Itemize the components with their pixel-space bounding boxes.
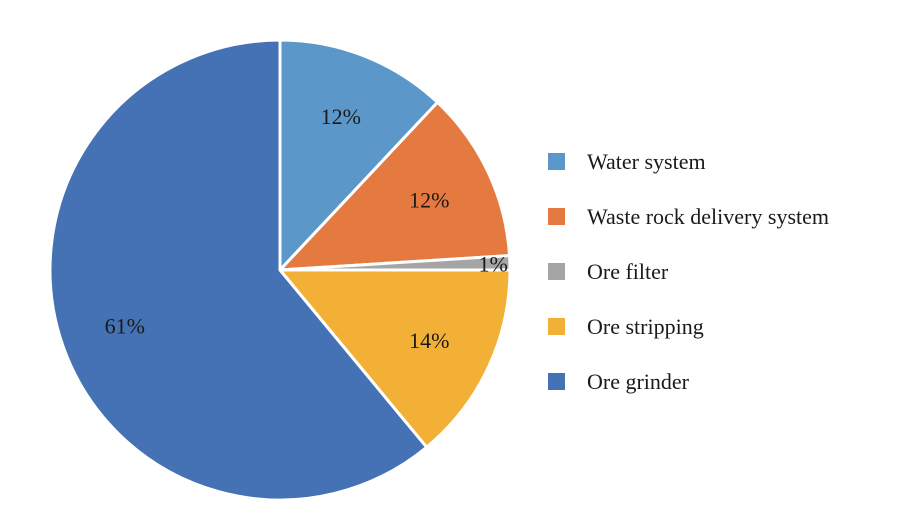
data-label-ore-filter: 1%	[479, 251, 508, 276]
legend-swatch-waste-rock-delivery-system	[548, 208, 565, 225]
legend-label-waste-rock-delivery-system: Waste rock delivery system	[587, 203, 829, 229]
legend-item-waste-rock-delivery-system: Waste rock delivery system	[548, 203, 829, 230]
legend-item-ore-filter: Ore filter	[548, 258, 829, 285]
legend-label-ore-grinder: Ore grinder	[587, 368, 690, 394]
pie-slice-ore-stripping	[278, 268, 512, 449]
legend-label-ore-stripping: Ore stripping	[587, 313, 704, 339]
data-label-water-system: 12%	[321, 104, 361, 129]
legend-swatch-ore-filter	[548, 263, 565, 280]
pie-slices	[48, 38, 512, 502]
legend-item-water-system: Water system	[548, 148, 829, 175]
legend-item-ore-grinder: Ore grinder	[548, 368, 829, 395]
pie-slice-water-system	[278, 38, 439, 272]
legend-label-water-system: Water system	[587, 148, 706, 174]
legend-swatch-ore-stripping	[548, 318, 565, 335]
data-label-ore-grinder: 61%	[105, 313, 145, 338]
data-label-ore-stripping: 14%	[409, 328, 449, 353]
pie-data-labels: 12% 12% 1% 14% 61%	[105, 104, 508, 353]
legend-swatch-ore-grinder	[548, 373, 565, 390]
pie-slice-waste-rock-delivery-system	[278, 100, 512, 272]
pie-slice-ore-grinder	[48, 38, 429, 502]
legend: Water system Waste rock delivery system …	[548, 148, 829, 423]
data-label-waste-rock-delivery-system: 12%	[409, 187, 449, 212]
legend-label-ore-filter: Ore filter	[587, 258, 669, 284]
legend-item-ore-stripping: Ore stripping	[548, 313, 829, 340]
legend-swatch-water-system	[548, 153, 565, 170]
